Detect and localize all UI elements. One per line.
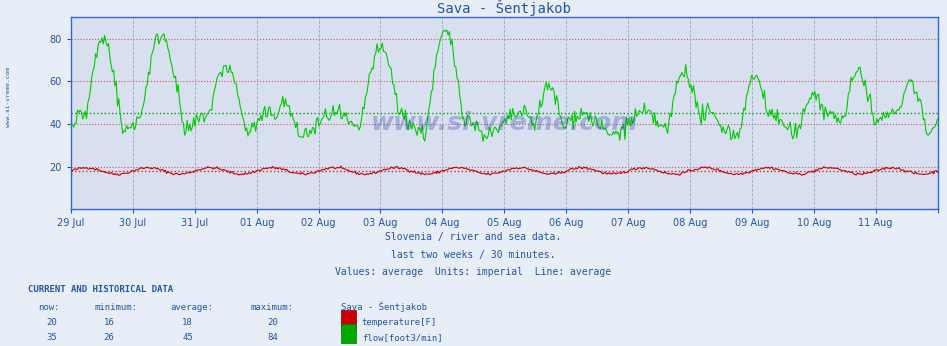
Text: Sava - Šentjakob: Sava - Šentjakob: [341, 301, 427, 312]
Text: 84: 84: [267, 333, 278, 342]
Text: minimum:: minimum:: [95, 303, 137, 312]
Text: temperature[F]: temperature[F]: [362, 318, 437, 327]
Text: 18: 18: [182, 318, 193, 327]
Text: last two weeks / 30 minutes.: last two weeks / 30 minutes.: [391, 250, 556, 260]
Text: 16: 16: [103, 318, 115, 327]
Text: www.si-vreme.com: www.si-vreme.com: [370, 111, 638, 135]
Text: 45: 45: [182, 333, 193, 342]
Text: flow[foot3/min]: flow[foot3/min]: [362, 333, 442, 342]
Text: Values: average  Units: imperial  Line: average: Values: average Units: imperial Line: av…: [335, 267, 612, 277]
Text: average:: average:: [170, 303, 213, 312]
Text: 20: 20: [46, 318, 58, 327]
Text: 20: 20: [267, 318, 278, 327]
Text: now:: now:: [38, 303, 60, 312]
Text: www.si-vreme.com: www.si-vreme.com: [6, 67, 10, 127]
Text: Slovenia / river and sea data.: Slovenia / river and sea data.: [385, 233, 562, 243]
Text: 35: 35: [46, 333, 58, 342]
Text: 26: 26: [103, 333, 115, 342]
Text: maximum:: maximum:: [251, 303, 294, 312]
Text: CURRENT AND HISTORICAL DATA: CURRENT AND HISTORICAL DATA: [28, 285, 173, 294]
Title: Sava - Šentjakob: Sava - Šentjakob: [438, 0, 571, 16]
